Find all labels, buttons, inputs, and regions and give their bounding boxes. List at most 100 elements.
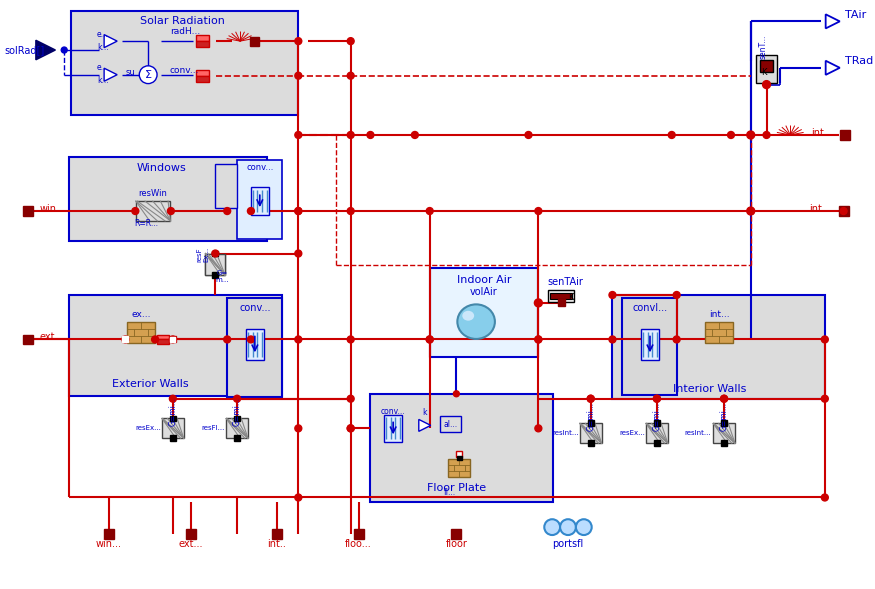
Circle shape	[295, 131, 302, 138]
Bar	[721, 440, 727, 446]
Text: ex...: ex...	[131, 310, 151, 319]
Circle shape	[426, 207, 433, 214]
Bar	[250, 37, 259, 45]
Circle shape	[347, 425, 354, 432]
Bar	[550, 293, 572, 299]
Text: G=mi...: G=mi...	[168, 397, 178, 426]
Bar	[756, 55, 777, 82]
Text: Floor Plate: Floor Plate	[427, 482, 486, 492]
Text: Exterior Walls: Exterior Walls	[112, 379, 188, 389]
Text: win...: win...	[39, 204, 66, 214]
Bar	[384, 415, 402, 442]
Circle shape	[122, 336, 129, 343]
Text: int..: int..	[267, 539, 286, 549]
Text: G=mi...: G=mi...	[653, 402, 662, 431]
Ellipse shape	[462, 311, 474, 320]
Circle shape	[822, 336, 829, 343]
Text: G=mi...: G=mi...	[586, 402, 595, 431]
Bar	[206, 253, 225, 275]
Circle shape	[347, 336, 354, 343]
Circle shape	[170, 336, 177, 343]
Polygon shape	[826, 14, 840, 28]
Bar	[370, 394, 553, 502]
Text: win...: win...	[95, 539, 122, 549]
Bar	[23, 206, 32, 216]
Circle shape	[721, 395, 727, 402]
Text: ext...: ext...	[178, 539, 203, 549]
Bar	[237, 160, 282, 239]
Circle shape	[609, 336, 616, 343]
Bar	[457, 455, 462, 461]
Circle shape	[840, 207, 847, 214]
Ellipse shape	[458, 305, 495, 339]
Text: solRad[]: solRad[]	[4, 45, 45, 55]
Bar	[654, 440, 660, 446]
Text: Indoor Air: Indoor Air	[457, 275, 511, 285]
Text: Interior Walls: Interior Walls	[673, 384, 746, 394]
Bar	[251, 187, 269, 215]
Bar	[646, 423, 668, 443]
Circle shape	[746, 131, 755, 139]
Bar	[227, 418, 248, 438]
Circle shape	[167, 207, 174, 214]
Text: portsfl: portsfl	[552, 539, 584, 549]
Bar	[246, 329, 263, 360]
Bar	[170, 415, 176, 422]
Circle shape	[347, 395, 354, 402]
Circle shape	[224, 207, 231, 214]
Circle shape	[411, 131, 418, 138]
Circle shape	[609, 292, 616, 299]
Circle shape	[170, 395, 177, 402]
Bar	[713, 423, 735, 443]
Bar	[760, 60, 774, 72]
Text: radH...: radH...	[170, 27, 200, 36]
Text: G=mi...: G=mi...	[233, 397, 242, 426]
Bar	[439, 416, 461, 432]
Bar	[213, 250, 218, 256]
Circle shape	[295, 336, 302, 343]
Circle shape	[234, 395, 241, 402]
Bar	[612, 295, 825, 399]
Circle shape	[295, 207, 302, 214]
Text: ext...: ext...	[39, 332, 64, 342]
Text: k...: k...	[97, 76, 108, 85]
Text: senT...: senT...	[759, 35, 767, 59]
Bar	[123, 336, 129, 342]
Bar	[234, 435, 240, 441]
Bar	[69, 295, 282, 396]
Bar	[271, 529, 282, 539]
Text: TAir: TAir	[844, 11, 866, 21]
Circle shape	[453, 391, 459, 397]
Text: resF
Ex...: resF Ex...	[196, 247, 209, 262]
Circle shape	[139, 66, 157, 84]
Bar	[457, 451, 462, 457]
Circle shape	[347, 38, 354, 45]
Bar	[71, 12, 298, 115]
Circle shape	[347, 425, 354, 432]
Bar	[171, 337, 175, 342]
Text: floor: floor	[445, 539, 467, 549]
Bar	[162, 418, 184, 438]
Bar	[234, 415, 240, 422]
Text: k: k	[423, 408, 427, 417]
Circle shape	[668, 131, 676, 138]
Circle shape	[295, 38, 302, 45]
Circle shape	[535, 336, 542, 343]
Text: Solar Radiation: Solar Radiation	[140, 16, 225, 27]
Circle shape	[295, 207, 302, 214]
Text: senTAir: senTAir	[547, 277, 583, 287]
Text: TRad: TRad	[844, 56, 873, 66]
Circle shape	[347, 207, 354, 214]
Bar	[654, 421, 660, 426]
Circle shape	[248, 207, 255, 214]
Circle shape	[560, 519, 576, 535]
Bar	[354, 529, 363, 539]
Circle shape	[654, 395, 661, 402]
Text: int...: int...	[709, 310, 730, 319]
Circle shape	[535, 207, 542, 214]
Circle shape	[224, 336, 231, 343]
Bar	[157, 339, 169, 345]
Polygon shape	[104, 68, 117, 81]
Text: Windows: Windows	[136, 163, 186, 173]
Text: resEx...: resEx...	[620, 431, 645, 436]
